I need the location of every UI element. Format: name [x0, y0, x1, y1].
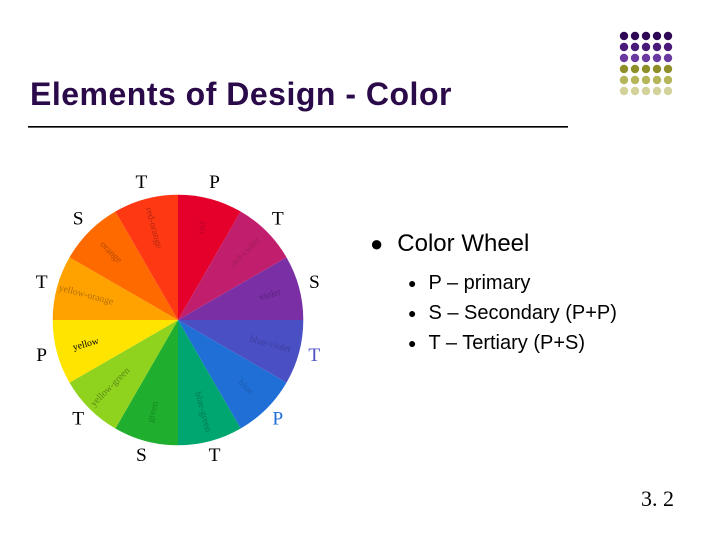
wheel-letter-violet: S: [309, 272, 320, 293]
deco-dot: [642, 76, 650, 84]
deco-dot: [653, 43, 661, 51]
bullet-icon: ●: [408, 330, 416, 356]
list-item: ● S – Secondary (P+P): [408, 300, 690, 326]
deco-dot: [631, 54, 639, 62]
deco-dot: [664, 54, 672, 62]
page-title-text: Elements of Design - Color: [30, 76, 452, 112]
page-title: Elements of Design - Color: [30, 76, 452, 113]
deco-dot: [620, 43, 628, 51]
bullet-icon: ●: [408, 300, 416, 326]
bullet-icon: ●: [370, 230, 383, 258]
deco-dot: [642, 87, 650, 95]
wheel-letter-blue: P: [272, 408, 283, 429]
wheel-letter-blue-green: T: [209, 445, 221, 466]
wheel-letter-orange: S: [73, 209, 84, 230]
wheel-letter-red-orange: T: [136, 172, 148, 193]
deco-dot: [642, 32, 650, 40]
deco-dot: [620, 54, 628, 62]
title-underline: [28, 126, 568, 128]
list-item-text: S – Secondary (P+P): [428, 300, 616, 326]
wheel-letter-yellow: P: [36, 345, 47, 366]
deco-dot: [631, 32, 639, 40]
wheel-letter-blue-violet: T: [308, 345, 320, 366]
wheel-letter-yellow-orange: T: [36, 272, 48, 293]
deco-dot: [653, 76, 661, 84]
content-list: ● Color Wheel ● P – primary ● S – Secondary…: [370, 230, 690, 360]
page-number: 3. 2: [641, 486, 674, 512]
deco-dot: [620, 65, 628, 73]
wheel-letter-red-violet: T: [272, 209, 284, 230]
list-items: ● P – primary ● S – Secondary (P+P) ● T – Ter…: [408, 270, 690, 356]
list-heading-row: ● Color Wheel: [370, 230, 690, 258]
wheel-letter-red: P: [209, 172, 220, 193]
deco-dot: [631, 43, 639, 51]
list-item: ● T – Tertiary (P+S): [408, 330, 690, 356]
deco-dot: [642, 54, 650, 62]
decorative-dot-grid: [616, 28, 686, 108]
color-wheel: redred-violetvioletblue-violetblueblue-g…: [28, 170, 328, 470]
deco-dot: [664, 87, 672, 95]
deco-dot: [631, 65, 639, 73]
list-item-text: P – primary: [428, 270, 530, 296]
wheel-letter-yellow-green: T: [72, 408, 84, 429]
list-heading: Color Wheel: [397, 230, 529, 258]
deco-dot: [642, 65, 650, 73]
deco-dot: [631, 87, 639, 95]
deco-dot: [620, 87, 628, 95]
wheel-letter-green: S: [136, 445, 147, 466]
deco-dot: [620, 32, 628, 40]
deco-dot: [620, 76, 628, 84]
deco-dot: [631, 76, 639, 84]
deco-dot: [642, 43, 650, 51]
deco-dot: [664, 32, 672, 40]
deco-dot: [664, 43, 672, 51]
deco-dot: [653, 32, 661, 40]
list-item: ● P – primary: [408, 270, 690, 296]
bullet-icon: ●: [408, 270, 416, 296]
deco-dot: [653, 65, 661, 73]
deco-dot: [664, 65, 672, 73]
deco-dot: [653, 87, 661, 95]
deco-dot: [653, 54, 661, 62]
deco-dot: [664, 76, 672, 84]
list-item-text: T – Tertiary (P+S): [428, 330, 585, 356]
